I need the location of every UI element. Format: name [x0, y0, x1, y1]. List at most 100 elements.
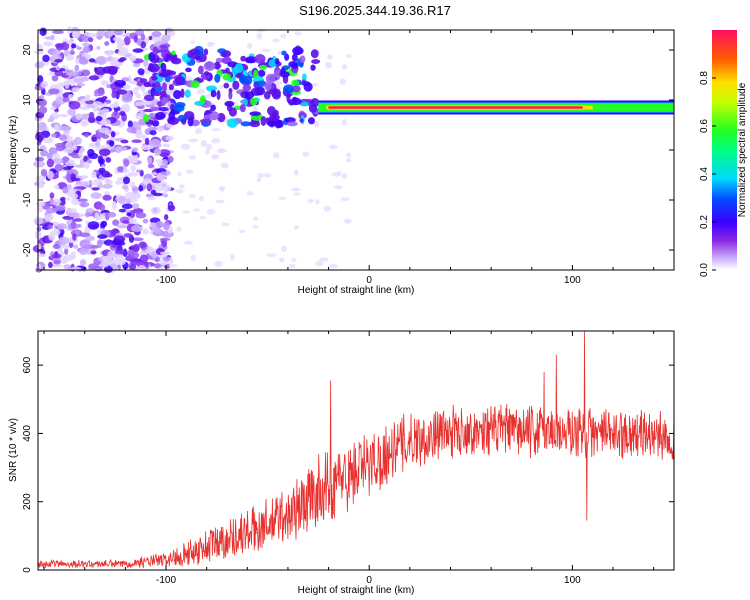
spectrogram-band-blob — [228, 90, 233, 100]
spectrogram-band-blob — [291, 79, 300, 87]
spectrogram-noise-blob — [257, 172, 264, 178]
spectrogram-noise-blob — [40, 80, 49, 89]
spectrogram-noise-blob — [280, 33, 287, 39]
spectrogram-noise-blob — [346, 152, 351, 158]
spectrogram-noise-blob — [281, 245, 288, 252]
spectrogram-noise-blob — [81, 175, 88, 179]
spectrogram-noise-blob — [38, 253, 47, 258]
spectrogram-noise-blob — [47, 224, 54, 230]
spectrogram-carrier — [318, 100, 674, 115]
snr-y-tick-label: 400 — [22, 425, 33, 442]
spectrogram-noise-blob — [95, 115, 103, 122]
spectrogram-noise-blob — [110, 131, 116, 138]
spectrogram-noise-blob — [65, 197, 71, 201]
spectrogram-noise-blob — [74, 229, 81, 236]
spectrogram-band-blob — [216, 90, 221, 101]
spectrogram-noise-blob — [163, 193, 169, 198]
spectrogram-noise-blob — [102, 194, 112, 201]
spectrogram-noise-blob — [104, 179, 113, 185]
spectrogram-noise-blob — [314, 120, 320, 128]
spectrogram-noise-blob — [96, 29, 107, 37]
spectrogram-noise-blob — [96, 45, 101, 50]
spectrogram-band-blob — [249, 120, 261, 128]
spectrogram-noise-blob — [272, 38, 280, 43]
spectrogram-band-blob — [226, 118, 238, 128]
spectrogram-x-ticks: -100 0 100 — [43, 30, 655, 286]
spectrogram-y-tick-label: 20 — [22, 44, 33, 56]
spectrogram-noise-blob — [127, 172, 139, 177]
spectrogram-noise-blob — [155, 111, 166, 120]
spectrogram-noise-blob — [163, 256, 170, 262]
spectrogram-noise-blob — [65, 71, 78, 77]
spectrogram-band-blob — [153, 92, 162, 97]
spectrogram-band-blob — [299, 55, 306, 63]
spectrogram-noise-blob — [293, 192, 301, 196]
spectrogram-noise-blob — [88, 37, 94, 43]
spectrogram-noise-blob — [40, 150, 49, 157]
spectrogram-noise-blob — [343, 218, 352, 224]
spectrogram-noise-blob — [80, 146, 86, 153]
spectrogram-noise-blob — [165, 135, 174, 141]
spectrogram-noise-blob — [73, 244, 79, 250]
spectrogram-noise-blob — [341, 64, 348, 70]
spectrogram-noise-blob — [83, 161, 90, 170]
spectrogram-noise-blob — [119, 111, 126, 116]
spectrogram-noise-blob — [113, 138, 124, 142]
spectrogram-noise-blob — [54, 59, 63, 63]
spectrogram-noise-blob — [115, 254, 124, 259]
spectrogram-band-blob — [239, 104, 246, 113]
spectrogram-noise-blob — [143, 58, 149, 67]
spectrogram-noise-blob — [204, 93, 213, 99]
colorbar-tick-label: 0.4 — [699, 167, 710, 181]
spectrogram-band-blob — [284, 53, 290, 61]
spectrogram-noise-blob — [35, 201, 46, 207]
spectrogram-noise-blob — [129, 80, 138, 85]
spectrogram-noise-blob — [90, 250, 97, 255]
snr-y-ticks: 0 200 400 600 — [22, 356, 674, 573]
colorbar-tick-label: 0.0 — [699, 263, 710, 277]
spectrogram-noise-blob — [92, 101, 103, 107]
spectrogram-noise-blob — [65, 141, 73, 150]
spectrogram-noise-blob — [148, 113, 156, 118]
spectrogram-noise-blob — [155, 159, 164, 163]
spectrogram-x-label: Height of straight line (km) — [298, 285, 415, 296]
spectrogram-band-blob — [257, 69, 266, 78]
colorbar-label: Normalized spectral amplitude — [737, 82, 748, 217]
spectrogram-noise-blob — [81, 180, 91, 187]
spectrogram-noise-blob — [128, 246, 134, 250]
spectrogram-band-blob — [214, 73, 221, 83]
spectrogram-noise-blob — [48, 88, 60, 95]
spectrogram-noise-blob — [95, 141, 101, 147]
spectrogram-noise-blob — [68, 100, 81, 110]
spectrogram-noise-blob — [34, 61, 45, 69]
spectrogram-band-blob — [161, 96, 168, 105]
spectrogram-noise-blob — [85, 235, 95, 242]
spectrogram-noise-blob — [136, 38, 142, 46]
spectrogram-band-blob — [232, 80, 240, 90]
spectrogram-noise-blob — [311, 82, 319, 87]
spectrogram-noise-blob — [336, 170, 342, 176]
spectrogram-noise-blob — [161, 184, 172, 192]
spectrogram-noise-blob — [54, 123, 60, 131]
spectrogram-noise-blob — [69, 213, 79, 217]
spectrogram-noise-blob — [50, 106, 57, 111]
spectrogram-band-blob — [160, 62, 167, 72]
spectrogram-noise-blob — [101, 96, 108, 100]
spectrogram-noise-blob — [293, 169, 299, 176]
spectrogram-noise-blob — [136, 93, 142, 99]
spectrogram-noise-blob — [114, 249, 127, 255]
spectrogram-noise-blob — [133, 35, 139, 43]
spectrogram-band-blob — [168, 111, 176, 121]
spectrogram-band-blob — [242, 84, 252, 92]
spectrogram-band-blob — [300, 101, 309, 107]
spectrogram-noise-blob — [80, 120, 89, 127]
spectrogram-noise-blob — [90, 192, 102, 199]
figure-title: S196.2025.344.19.36.R17 — [299, 3, 451, 18]
spectrogram-noise-blob — [79, 259, 87, 266]
spectrogram-noise-blob — [127, 154, 138, 164]
spectrogram-noise-blob — [54, 184, 60, 190]
spectrogram-noise-blob — [52, 30, 64, 35]
spectrogram-noise-blob — [142, 218, 149, 224]
spectrogram-noise-blob — [113, 29, 123, 36]
spectrogram-noise-blob — [256, 32, 263, 40]
